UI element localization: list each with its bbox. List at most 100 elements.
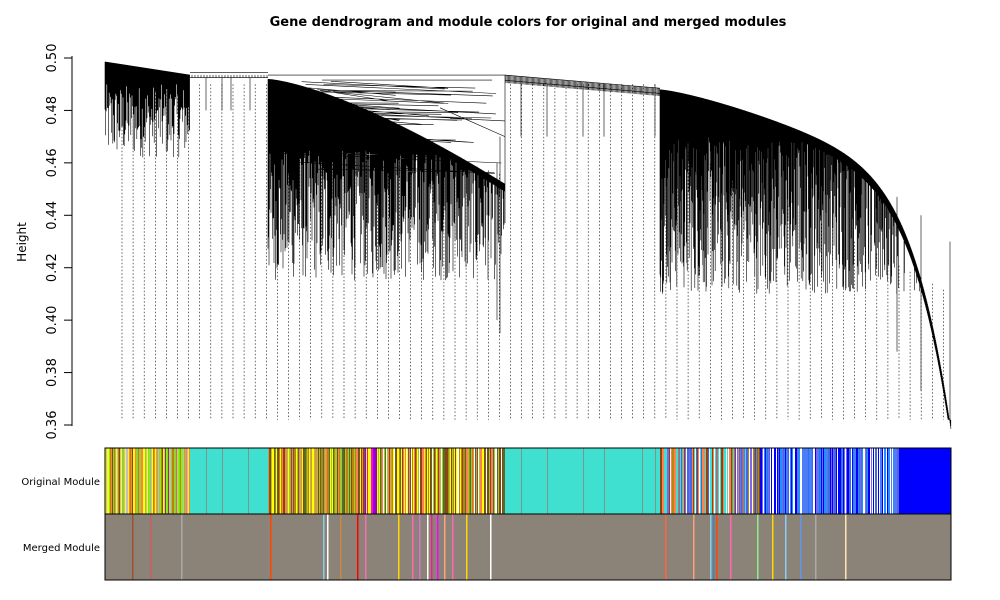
y-tick-label: 0.48 [45,96,60,125]
color-segment [439,448,441,514]
color-segment [812,448,814,514]
color-segment [806,448,808,514]
color-segment [674,448,676,514]
color-segment [729,448,731,514]
color-segment [337,448,339,514]
color-segment [358,448,360,514]
color-segment [437,448,439,514]
color-segment [299,448,301,514]
color-segment [883,448,885,514]
color-segment [279,448,281,514]
color-segment [873,448,875,514]
color-segment [297,448,299,514]
color-segment [504,448,506,514]
color-segment [477,448,479,514]
color-segment [766,448,768,514]
color-segment [842,448,844,514]
color-segment [852,448,854,514]
color-segment [327,448,329,514]
color-segment [277,448,279,514]
color-segment [765,448,767,514]
y-tick-label: 0.44 [45,201,60,230]
color-segment [784,448,786,514]
color-segment [895,448,897,514]
color-segment [319,448,321,514]
color-segment [845,448,847,514]
color-segment [463,448,465,514]
color-segment [118,448,120,514]
color-segment [350,448,352,514]
color-segment [289,448,291,514]
color-segment [135,448,137,514]
color-segment [206,448,207,514]
color-segment [583,448,584,514]
color-segment [786,448,788,514]
color-segment [417,448,419,514]
color-segment [818,448,820,514]
color-segment [802,448,804,514]
color-segment [133,448,135,514]
merged-module-frame [104,513,952,581]
color-segment [375,448,377,514]
color-segment [815,514,817,580]
color-segment [817,448,819,514]
color-segment [680,448,682,514]
color-segment [896,448,898,514]
color-segment [741,448,743,514]
color-segment [495,448,497,514]
color-segment [712,448,714,514]
color-segment [875,448,877,514]
color-segment [502,448,504,514]
color-segment [327,514,329,580]
color-segment [345,448,347,514]
color-segment [134,448,136,514]
color-segment [107,448,109,514]
color-segment [447,448,449,514]
color-segment [871,448,873,514]
color-segment [365,448,367,514]
color-segment [280,448,282,514]
color-segment [799,448,801,514]
color-segment [845,514,847,580]
color-segment [805,448,807,514]
color-segment [726,448,728,514]
color-segment [366,448,368,514]
color-segment [746,448,748,514]
color-segment [412,514,414,580]
color-segment [667,448,669,514]
color-segment [466,448,468,514]
color-segment [415,448,417,514]
color-segment [900,448,951,514]
color-segment [662,448,664,514]
merged-module-color-bar [105,514,951,580]
color-segment [354,448,356,514]
color-segment [483,448,485,514]
color-segment [819,448,821,514]
color-segment [456,448,458,514]
color-segment [434,448,436,514]
color-segment [186,448,188,514]
color-segment [161,448,163,514]
color-segment [454,448,456,514]
color-segment [704,448,706,514]
color-segment [847,448,849,514]
color-segment [128,448,130,514]
color-segment [396,448,398,514]
color-segment [426,448,428,514]
color-segment [887,448,889,514]
color-segment [379,448,381,514]
color-segment [400,448,402,514]
color-segment [886,448,888,514]
color-segment [449,448,451,514]
color-segment [292,448,294,514]
color-segment [155,448,157,514]
color-segment [303,448,305,514]
color-segment [846,448,848,514]
color-segment [691,448,693,514]
color-segment [753,448,755,514]
color-segment [500,448,502,514]
color-segment [655,448,656,514]
color-segment [722,448,724,514]
color-segment [801,448,803,514]
color-segment [269,448,271,514]
